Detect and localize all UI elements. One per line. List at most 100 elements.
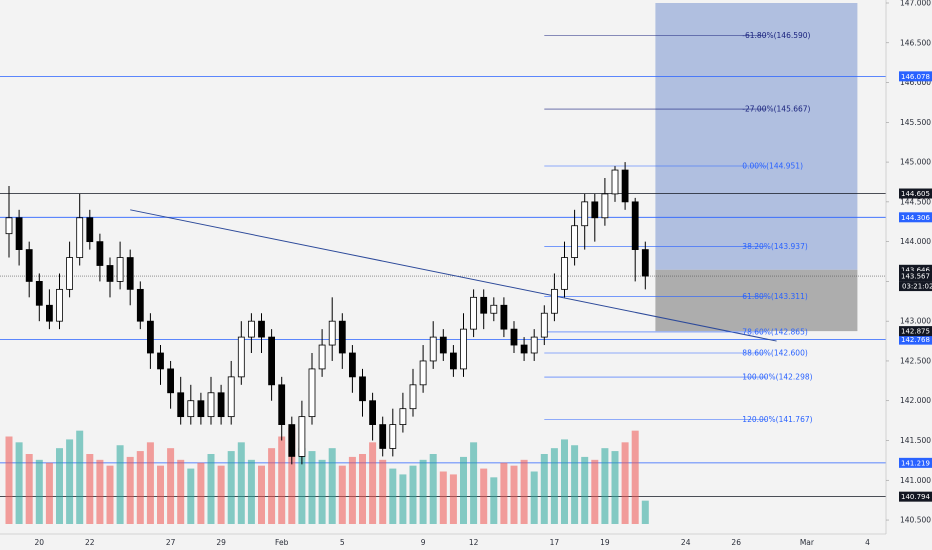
price-tag-bg <box>899 264 932 275</box>
candle-body <box>359 376 366 402</box>
price-tag-bg <box>899 326 932 337</box>
candle-body <box>227 376 235 418</box>
price-tick: 143.000 <box>900 317 931 326</box>
volume-bar <box>540 454 548 524</box>
volume-bar <box>308 451 316 524</box>
candle-body <box>641 249 649 277</box>
volume-bar <box>439 471 447 524</box>
volume-bar <box>56 448 63 524</box>
time-tick: 17 <box>550 538 560 547</box>
volume-bar <box>348 456 356 524</box>
candle-body <box>15 217 23 250</box>
price-tag-bg <box>899 334 932 345</box>
volume-bar <box>611 451 619 524</box>
candle-body <box>379 424 387 449</box>
volume-bar <box>177 459 185 524</box>
countdown-bg <box>899 281 932 292</box>
candle-body <box>621 169 629 203</box>
candle-body <box>5 217 13 235</box>
volume-bar <box>591 459 599 524</box>
candle-body <box>318 344 326 370</box>
candle-body <box>439 336 447 354</box>
candle-body <box>520 344 528 354</box>
countdown-label: 03:21:02 <box>902 283 932 291</box>
candle-body <box>157 352 164 370</box>
candle-body <box>500 304 508 330</box>
candle-body <box>247 320 255 338</box>
price-tick: 146.500 <box>900 38 931 47</box>
fib-label: 61.80%(143.311) <box>742 292 808 301</box>
volume-bar <box>429 454 437 524</box>
candle-body <box>66 257 73 290</box>
candle-body <box>348 352 356 378</box>
price-tag: 143.646 <box>901 266 930 274</box>
candle-body <box>177 392 185 418</box>
volume-bar <box>318 459 326 524</box>
volume-bar <box>379 459 387 524</box>
candle-body <box>399 408 407 425</box>
candle-body <box>551 288 558 314</box>
candle-body <box>419 360 427 386</box>
candle-body <box>187 400 195 418</box>
price-tick: 141.500 <box>900 436 931 445</box>
volume-bar <box>480 468 488 524</box>
candle-body <box>470 296 478 330</box>
volume-bar <box>247 459 255 524</box>
fib-label: 120.00%(141.767) <box>742 415 812 424</box>
candle-body <box>106 265 114 282</box>
fib-label: 78.60%(142.865) <box>742 327 808 336</box>
volume-bar <box>369 442 377 524</box>
price-tag: 144.605 <box>901 190 930 198</box>
candle-body <box>217 392 225 418</box>
candle-body <box>328 320 336 346</box>
time-tick: 22 <box>85 538 95 547</box>
volume-bar <box>561 439 568 524</box>
target-zone <box>655 3 858 270</box>
time-tick: 4 <box>865 538 870 547</box>
volume-bar <box>631 430 639 524</box>
candle-body <box>278 384 286 425</box>
price-tag: 146.078 <box>901 73 930 81</box>
candle-body <box>268 336 276 386</box>
fib-label: 100.00%(142.298) <box>742 373 812 382</box>
fib-label: 88.60%(142.600) <box>742 349 808 358</box>
volume-bar <box>25 454 33 524</box>
fib-label: 0.00%(144.951) <box>742 161 803 170</box>
volume-bar <box>470 442 478 524</box>
volume-bar <box>237 442 245 524</box>
candle-body <box>490 304 498 314</box>
volume-bar <box>5 436 13 524</box>
volume-bar <box>106 465 114 524</box>
candle-body <box>56 288 63 322</box>
candle-body <box>429 336 437 362</box>
volume-bar <box>86 454 94 524</box>
price-tick: 140.500 <box>900 516 931 525</box>
time-tick: 19 <box>600 538 610 547</box>
volume-bar <box>581 456 589 524</box>
candle-body <box>146 320 154 354</box>
candle-body <box>308 368 316 418</box>
candle-body <box>136 288 144 322</box>
volume-bar <box>490 477 498 524</box>
price-tick: 147.000 <box>900 0 931 8</box>
volume-bar <box>126 456 134 524</box>
time-tick: 9 <box>421 538 426 547</box>
price-tick: 142.500 <box>900 356 931 365</box>
time-tick: 27 <box>166 538 176 547</box>
candle-body <box>126 257 134 290</box>
price-tag: 140.794 <box>901 493 930 501</box>
volume-bar <box>460 456 467 524</box>
candle-body <box>197 400 205 418</box>
volume-bar <box>328 448 336 524</box>
candle-body <box>25 249 33 282</box>
volume-bar <box>136 451 144 524</box>
price-tick: 141.000 <box>900 476 931 485</box>
candle-body <box>530 336 538 354</box>
candle-body <box>631 201 639 250</box>
volume-bar <box>298 448 306 524</box>
price-tick: 142.000 <box>900 396 931 405</box>
price-tag: 141.219 <box>901 459 930 467</box>
price-tag: 142.768 <box>901 336 930 344</box>
